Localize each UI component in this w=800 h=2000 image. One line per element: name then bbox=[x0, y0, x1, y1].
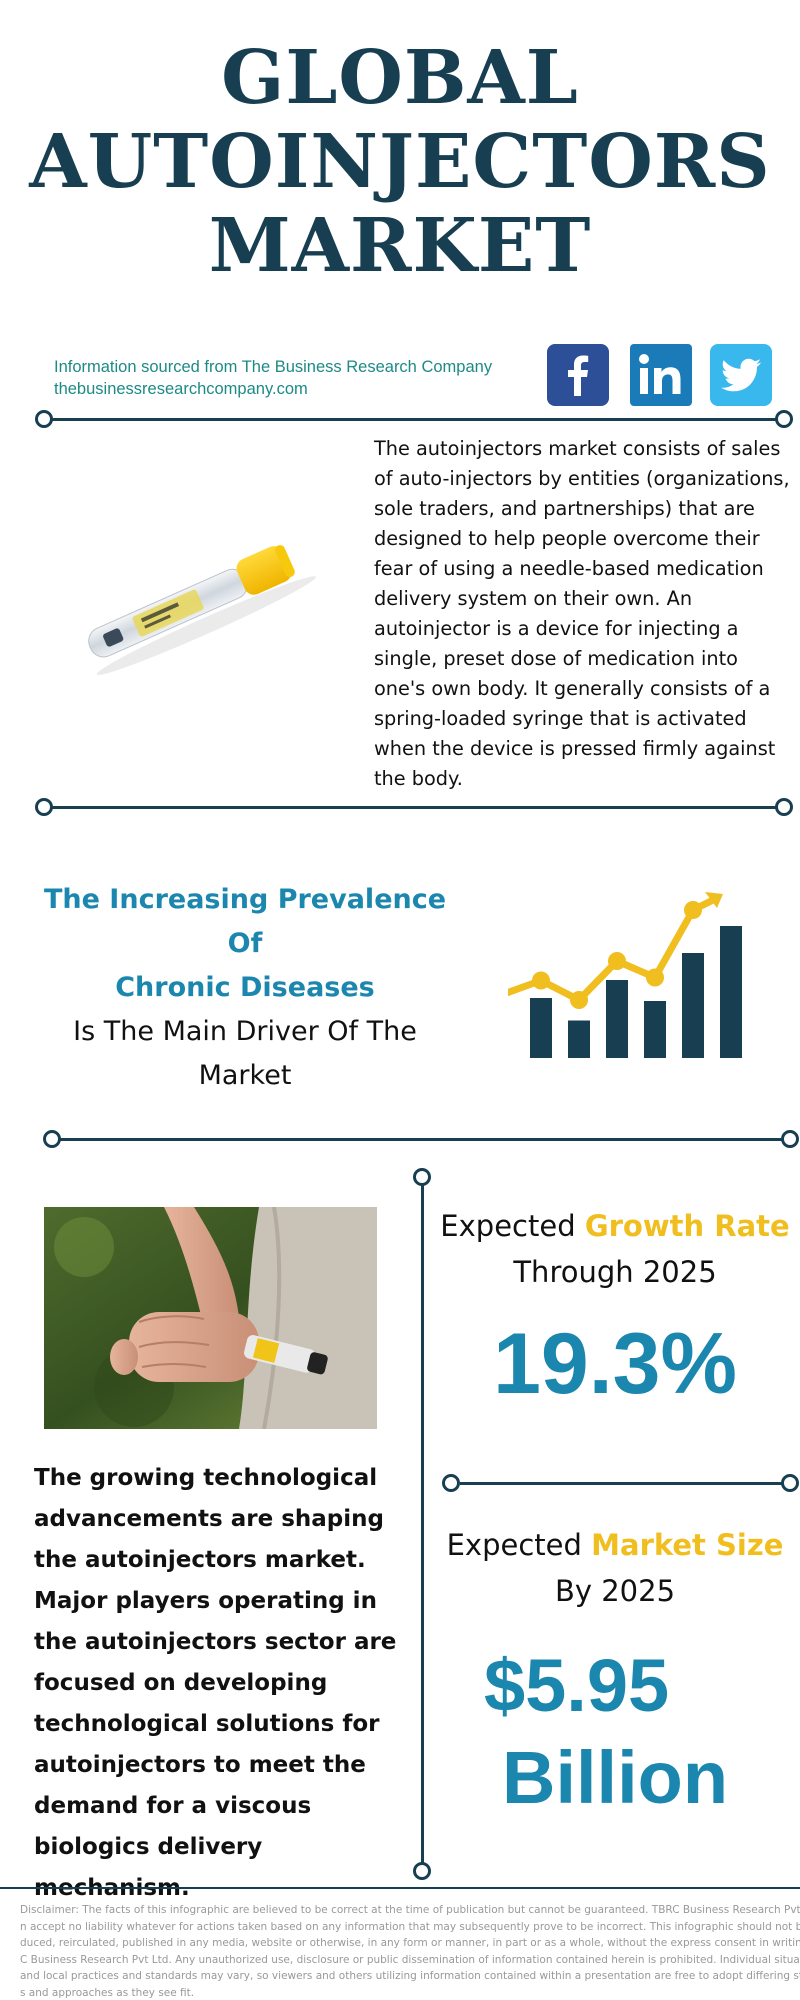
growth-bar bbox=[568, 1020, 590, 1058]
growth-arrow-head bbox=[705, 892, 723, 908]
technology-trend-text: The growing technological advancements a… bbox=[34, 1465, 397, 1901]
twitter-icon[interactable] bbox=[710, 344, 772, 406]
divider-3 bbox=[52, 1138, 792, 1141]
autoinjector-pen-image bbox=[60, 520, 330, 680]
driver-highlight-line-1: The Increasing Prevalence Of bbox=[43, 884, 447, 959]
title-line-2: AUTOINJECTORS bbox=[29, 119, 771, 205]
market-size-amount: $5.95 bbox=[484, 1644, 670, 1727]
market-size-accent: Market Size bbox=[591, 1528, 784, 1562]
growth-bar bbox=[644, 1001, 666, 1058]
growth-chart-icon bbox=[504, 890, 758, 1060]
market-size-period: By 2025 bbox=[554, 1574, 676, 1608]
divider-1 bbox=[44, 418, 784, 421]
market-description: The autoinjectors market consists of sal… bbox=[374, 437, 790, 790]
market-driver: The Increasing Prevalence Of Chronic Dis… bbox=[30, 878, 460, 1098]
divider-4 bbox=[460, 1482, 792, 1485]
market-size-unit: Billion bbox=[502, 1736, 729, 1819]
growth-bar bbox=[720, 926, 742, 1058]
growth-bar bbox=[682, 953, 704, 1058]
growth-bar bbox=[530, 998, 552, 1058]
divider-1-left-dot bbox=[35, 410, 53, 428]
disclaimer-line: duced, reirculated, published in any med… bbox=[20, 1937, 800, 1949]
divider-4-right-dot bbox=[781, 1474, 799, 1492]
page-title: GLOBAL AUTOINJECTORS MARKET bbox=[0, 36, 800, 288]
source-info: Information sourced from The Business Re… bbox=[54, 356, 492, 400]
linkedin-icon[interactable] bbox=[630, 344, 692, 406]
source-line: Information sourced from The Business Re… bbox=[54, 358, 493, 376]
vertical-divider bbox=[421, 1180, 424, 1868]
growth-rate-period: Through 2025 bbox=[513, 1255, 717, 1289]
divider-2-left-dot bbox=[35, 798, 53, 816]
driver-highlight-line-2: Chronic Diseases bbox=[115, 972, 375, 1003]
market-size-prefix: Expected bbox=[446, 1528, 582, 1562]
divider-2 bbox=[44, 806, 784, 809]
source-url-link[interactable]: thebusinessresearchcompany.com bbox=[54, 380, 308, 398]
growth-rate-prefix: Expected bbox=[440, 1209, 576, 1243]
disclaimer-line: and local practices and standards may va… bbox=[20, 1970, 800, 1982]
divider-4-left-dot bbox=[442, 1474, 460, 1492]
autoinjector-use-photo bbox=[44, 1207, 377, 1429]
disclaimer-line: s and approaches as they see fit. bbox=[20, 1986, 195, 1999]
driver-plain-line-1: Is The Main Driver Of The bbox=[73, 1016, 417, 1047]
growth-trend-point bbox=[646, 968, 664, 987]
growth-rate-heading: Expected Growth Rate bbox=[430, 1203, 800, 1249]
growth-bar bbox=[606, 980, 628, 1058]
market-size-value: $5.95 Billion bbox=[440, 1640, 800, 1824]
divider-2-right-dot bbox=[775, 798, 793, 816]
driver-plain-line-2: Market bbox=[198, 1060, 292, 1091]
growth-trend-point bbox=[570, 991, 588, 1009]
title-line-1: GLOBAL bbox=[221, 35, 579, 121]
growth-rate-value: 19.3% bbox=[493, 1316, 737, 1412]
market-size-heading: Expected Market Size bbox=[430, 1522, 800, 1568]
disclaimer-line: Disclaimer: The facts of this infographi… bbox=[20, 1904, 800, 1916]
growth-trend-point bbox=[532, 971, 550, 990]
divider-3-left-dot bbox=[43, 1130, 61, 1148]
disclaimer-line: n accept no liability whatever for actio… bbox=[20, 1920, 800, 1933]
market-size-label: Expected Market Size By 2025 bbox=[430, 1522, 800, 1614]
divider-3-right-dot bbox=[781, 1130, 799, 1148]
growth-rate-label: Expected Growth Rate Through 2025 bbox=[430, 1203, 800, 1295]
vertical-divider-bottom-dot bbox=[413, 1862, 431, 1880]
facebook-icon[interactable] bbox=[547, 344, 609, 406]
disclaimer-line: C Business Research Pvt Ltd. Any unautho… bbox=[20, 1953, 800, 1966]
title-line-3: MARKET bbox=[208, 203, 592, 289]
disclaimer: Disclaimer: The facts of this infographi… bbox=[20, 1902, 800, 1998]
vertical-divider-top-dot bbox=[413, 1168, 431, 1186]
growth-trend-point bbox=[608, 952, 626, 970]
growth-rate-accent: Growth Rate bbox=[584, 1209, 790, 1243]
footer-divider bbox=[0, 1887, 800, 1889]
divider-1-right-dot bbox=[775, 410, 793, 428]
